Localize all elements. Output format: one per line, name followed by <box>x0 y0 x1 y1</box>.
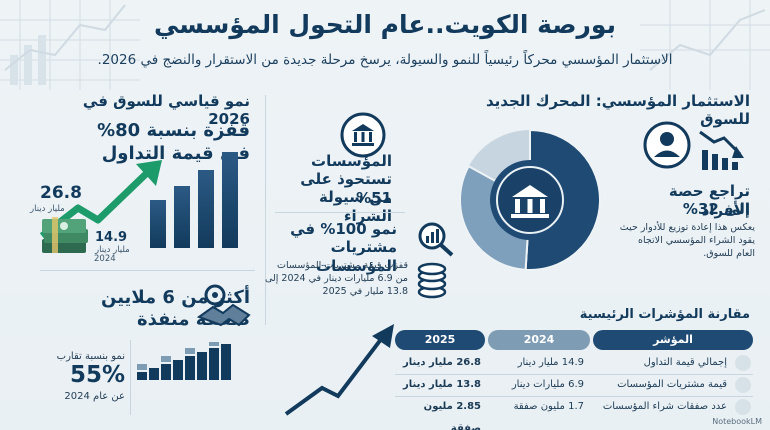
value-2026: 26.8 <box>40 183 82 203</box>
growth-desc2: من 6.9 مليارات دينار في 2024 إلى <box>264 273 408 284</box>
row-2024: 6.9 مليارات دينار <box>511 379 584 390</box>
table-row: عدد صفقات شراء المؤسسات 1.7 مليون صفقة 2… <box>395 396 753 430</box>
left-divider <box>40 270 255 271</box>
row-2024: 14.9 مليار دينار <box>517 357 584 368</box>
decline-chart-icon <box>699 130 744 170</box>
table-title: مقارنة المؤشرات الرئيسية <box>579 307 750 322</box>
page-subtitle: الاستثمار المؤسسي محركاً رئيسياً للنمو و… <box>97 52 673 68</box>
row-metric: إجمالي قيمة التداول <box>643 357 727 368</box>
page-title: بورصة الكويت..عام التحول المؤسسي <box>154 10 616 39</box>
ownership-donut-chart <box>459 128 601 271</box>
bar-3 <box>198 170 214 248</box>
row-2025: 26.8 مليار دينار <box>403 357 481 368</box>
row-2025: 13.8 مليار دينار <box>403 379 481 390</box>
growth-line1: نمو 100% في <box>290 220 397 238</box>
retail-desc3: العام للسوق. <box>703 248 755 259</box>
growth-value: 55% <box>69 362 125 388</box>
bar-4 <box>222 152 238 248</box>
background-chart-decoration-right <box>640 0 770 90</box>
deals-line1: أكثر من 6 ملايين <box>101 287 250 308</box>
bank-icon <box>735 377 751 393</box>
table-up-arrow-icon <box>284 324 394 416</box>
bank-center-icon <box>511 185 549 218</box>
coins-icon <box>417 262 447 299</box>
header-metric: المؤشر <box>593 330 753 350</box>
row-2025: 2.85 مليون صفقة <box>423 401 481 430</box>
left-inner-divider <box>130 340 131 415</box>
magnifier-chart-icon <box>418 222 454 257</box>
value-2026-unit: مليار دينار <box>30 204 65 214</box>
growth-since: عن عام 2024 <box>64 391 125 402</box>
table-row-divider <box>395 396 753 397</box>
table-row-divider <box>395 374 753 375</box>
right-section-title: الاستثمار المؤسسي: المحرك الجديد للسوق <box>486 92 750 128</box>
table-row: إجمالي قيمة التداول 14.9 مليار دينار 26.… <box>395 352 753 374</box>
header-2024: 2024 <box>488 330 590 350</box>
row-metric: عدد صفقات شراء المؤسسات <box>602 401 727 412</box>
growth-desc3: 13.8 مليار في 2025 <box>322 286 408 297</box>
table-row: قيمة مشتريات المؤسسات 6.9 مليارات دينار … <box>395 374 753 396</box>
retail-line1: تراجع حصة الأفراد <box>668 182 750 219</box>
growth-desc1: قفزت قيمة مشتريات المؤسسات <box>277 260 408 271</box>
growth-label: نمو بنسبة تقارب <box>56 351 125 362</box>
column-divider-left <box>265 95 266 325</box>
bank-circle-icon <box>340 112 386 158</box>
retail-line2: إلى 32% <box>682 200 750 218</box>
retail-desc2: يقود الشراء المؤسسي الاتجاه <box>638 235 755 246</box>
inst-line3: من سيولة الشراء <box>318 188 392 225</box>
bar-chart-icon <box>735 355 751 371</box>
header-2025: 2025 <box>395 330 485 350</box>
retail-desc1: يعكس هذا إعادة توزيع للأدوار حيث <box>619 222 755 233</box>
left-section-title: نمو قياسي للسوق في 2026 <box>82 92 250 128</box>
jump-line1: قفزة بنسبة 80% <box>97 120 250 141</box>
growth-bars <box>150 152 238 248</box>
year-2024: 2024 <box>94 254 116 264</box>
middle-divider <box>275 212 405 213</box>
staircase-icon <box>137 342 231 380</box>
bar-1 <box>150 200 166 248</box>
row-2024: 1.7 مليون صفقة <box>513 401 584 412</box>
bar-2 <box>174 186 190 248</box>
money-stack-icon <box>42 217 88 253</box>
growth-line2: مشتريات المؤسسات <box>316 238 397 275</box>
jump-line2: في قيمة التداول <box>101 143 250 164</box>
inst-line1: المؤسسات <box>311 152 392 170</box>
value-2024-line: مليار دينار <box>95 245 145 255</box>
document-icon <box>735 399 751 415</box>
inst-line2: تستحوذ على 51% <box>300 170 392 207</box>
person-circle-icon <box>643 121 691 169</box>
handshake-icon <box>196 284 251 327</box>
row-metric: قيمة مشتريات المؤسسات <box>617 379 727 390</box>
background-chart-decoration <box>0 0 140 90</box>
value-2024: 14.9 <box>95 230 128 245</box>
value-2024-unit: مليار دينار <box>95 245 130 255</box>
brand-footer: NotebookLM <box>712 417 762 426</box>
